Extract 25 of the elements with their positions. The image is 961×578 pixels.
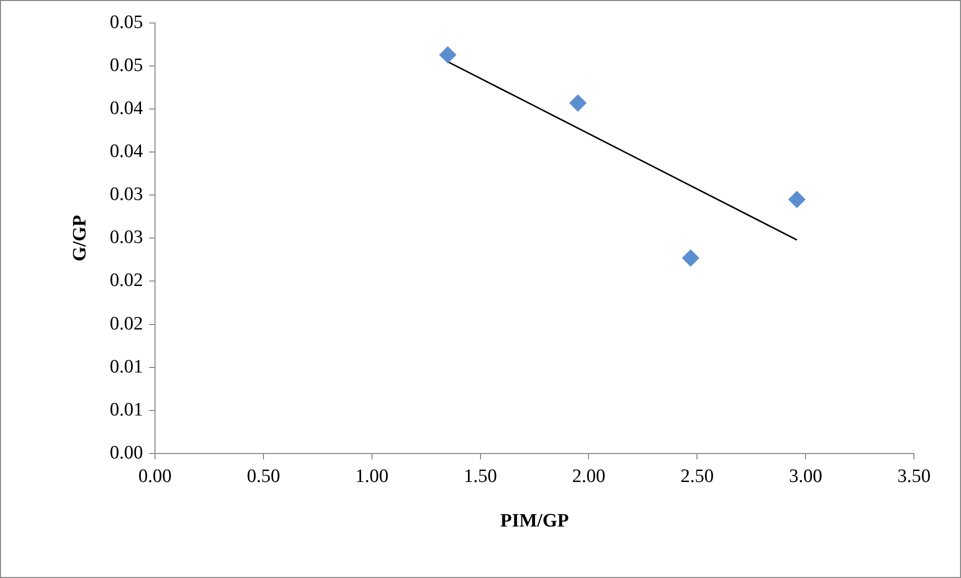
point [682,250,700,266]
x-tick-label: 0.00 [138,466,172,487]
x-tick-label: 3.00 [788,466,822,487]
y-tick-label: 0.03 [110,184,144,206]
x-tick-label: 1.00 [355,466,389,487]
y-tick-label: 0.04 [110,141,144,162]
point [788,190,806,208]
x-tick-label: 0.50 [246,466,280,487]
y-tick-label: 0.05 [110,55,144,76]
y-tick-label: 0.05 [110,12,144,33]
y-tick-label: 0.01 [110,399,144,420]
x-tick-label: 2.00 [572,466,606,487]
y-tick-label: 0.01 [110,356,144,378]
point [569,94,586,112]
y-axis-title: G/GP [69,214,90,262]
x-tick-label: 3.50 [897,466,931,487]
y-tick-label: 0.03 [110,227,144,248]
y-tick-label: 0.02 [110,270,144,292]
y-tick-label: 0.04 [110,98,144,120]
y-tick-label: 0.02 [110,313,144,334]
x-axis-title: PIM/GP [500,510,570,532]
x-tick-label: 1.50 [464,466,497,487]
x-tick-label: 2.50 [680,466,714,487]
point [439,46,456,64]
y-tick-label: 0.00 [110,442,144,464]
